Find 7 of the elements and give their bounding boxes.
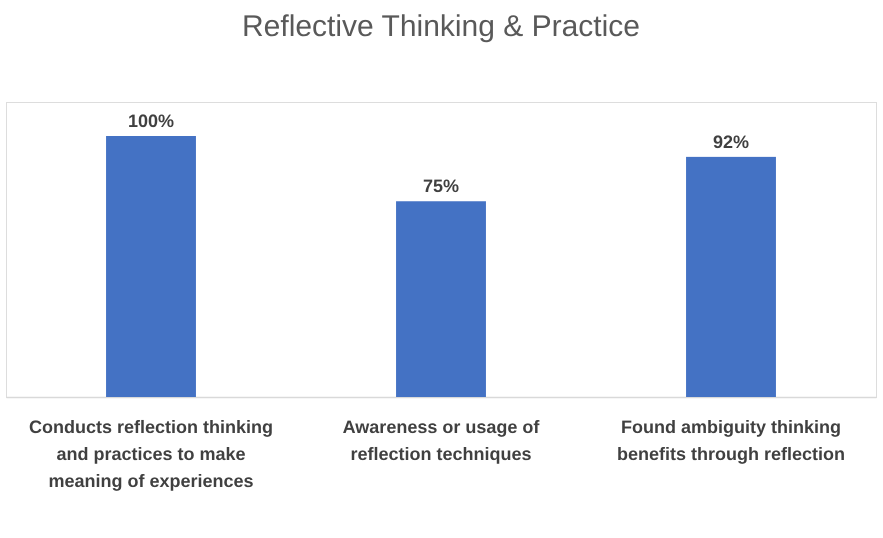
chart-title: Reflective Thinking & Practice bbox=[242, 10, 640, 43]
x-tick-label: Found ambiguity thinking benefits through reflection bbox=[616, 417, 846, 464]
data-label: 100% bbox=[128, 110, 174, 131]
x-tick-label: Awareness or usage of reflection techniques bbox=[342, 417, 540, 464]
data-label: 92% bbox=[712, 132, 750, 152]
data-label: 75% bbox=[422, 176, 460, 196]
x-tick-label: Conducts reflection thinking and practices to make meaning of experiences bbox=[28, 417, 274, 491]
